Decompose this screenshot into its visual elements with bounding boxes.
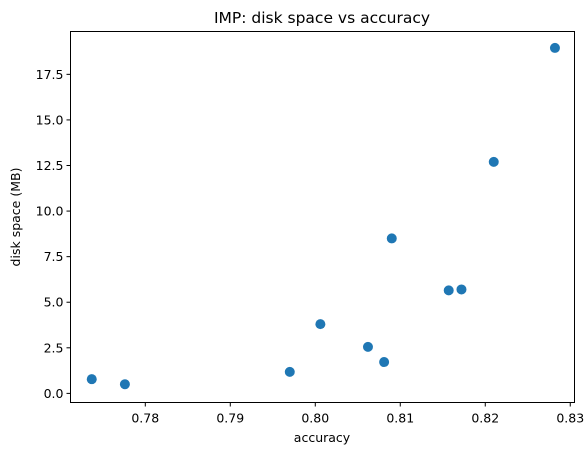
data-point [86, 374, 97, 385]
data-point [488, 156, 499, 167]
x-tick-label: 0.79 [216, 411, 244, 426]
y-tick-label: 7.5 [44, 249, 64, 264]
y-axis-label: disk space (MB) [8, 168, 23, 267]
data-point [362, 341, 373, 352]
x-tick-label: 0.83 [556, 411, 584, 426]
y-tick-label: 0.0 [44, 386, 64, 401]
data-point [549, 42, 560, 53]
data-point [284, 366, 295, 377]
chart-title: IMP: disk space vs accuracy [214, 9, 430, 27]
x-tick-label: 0.80 [301, 411, 329, 426]
data-point [386, 233, 397, 244]
y-tick-label: 5.0 [44, 295, 64, 310]
x-tick-label: 0.82 [471, 411, 499, 426]
y-tick-label: 2.5 [44, 340, 64, 355]
y-tick-label: 15.0 [36, 112, 64, 127]
data-points [86, 42, 560, 390]
x-tick-label: 0.78 [131, 411, 159, 426]
y-tick-label: 12.5 [36, 158, 64, 173]
y-axis: 0.0 2.5 5.0 7.5 10.0 12.5 15.0 17.5 [36, 67, 71, 401]
x-axis: 0.78 0.79 0.80 0.81 0.82 0.83 [131, 402, 584, 426]
data-point [443, 285, 454, 296]
plot-frame [70, 31, 575, 403]
plot-area: 0.78 0.79 0.80 0.81 0.82 0.83 0.0 2.5 5.0 7.5 10.… [36, 31, 584, 426]
data-point [379, 357, 390, 368]
data-point [456, 284, 467, 295]
y-tick-label: 17.5 [36, 67, 64, 82]
data-point [315, 319, 326, 330]
x-tick-label: 0.81 [386, 411, 414, 426]
y-tick-label: 10.0 [36, 204, 64, 219]
x-axis-label: accuracy [294, 430, 351, 445]
data-point [119, 379, 130, 390]
